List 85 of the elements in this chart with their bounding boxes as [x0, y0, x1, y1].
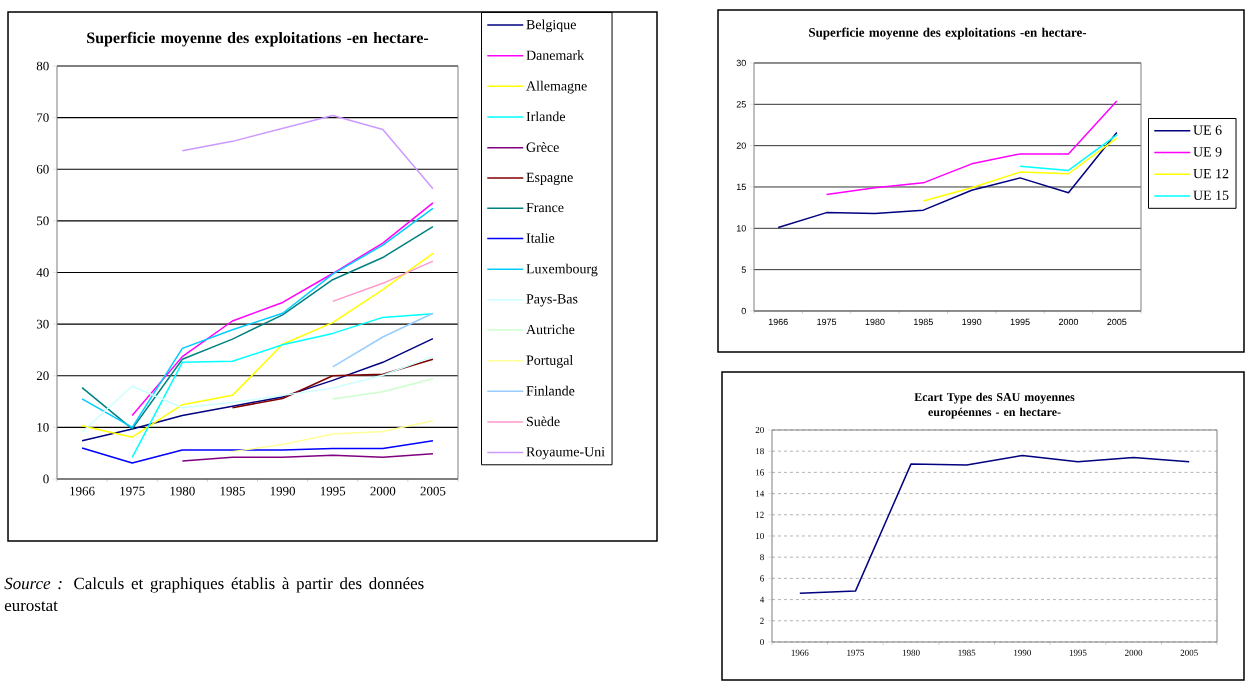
line-series [231, 358, 434, 409]
line-series [777, 131, 1118, 229]
line-series [181, 452, 434, 462]
y-tick-label: 30 [736, 59, 746, 67]
x-tick-label: 1995 [1069, 649, 1087, 656]
y-tick-label: 30 [36, 319, 49, 329]
x-tick-label: 1975 [847, 649, 865, 656]
legend-label: Irlande [526, 111, 566, 122]
x-tick-label: 1985 [914, 318, 933, 326]
y-tick-label: 80 [36, 61, 49, 71]
line-series [131, 313, 434, 459]
y-tick-label: 50 [37, 216, 49, 226]
legend-label: Royaume-Uni [526, 447, 605, 460]
y-tick-label: 10 [37, 422, 49, 432]
y-tick-label: 20 [736, 142, 746, 149]
legend-label: Allemagne [526, 80, 587, 94]
x-tick-label: 1985 [958, 649, 976, 656]
line-series [81, 252, 434, 438]
line-series [131, 202, 434, 417]
x-tick-label: 1966 [70, 486, 95, 496]
x-tick-label: 1966 [791, 649, 809, 656]
line-series [799, 454, 1190, 594]
y-tick-label: 0 [760, 638, 764, 646]
x-tick-label: 1985 [220, 486, 245, 496]
line-series [231, 419, 434, 453]
x-tick-label: 1980 [170, 486, 195, 496]
x-tick-label: 2000 [1058, 318, 1079, 326]
chart-title: Superficie moyenne des exploitations -en hectare- [809, 27, 1087, 40]
line-series [825, 100, 1118, 196]
y-tick-label: 10 [736, 225, 746, 232]
line-series [81, 337, 434, 442]
x-tick-label: 2005 [1107, 318, 1127, 326]
legend-label: France [526, 202, 564, 213]
y-tick-label: 16 [756, 469, 764, 476]
legend-label: Pays-Bas [526, 294, 578, 307]
legend-label: Grèce [526, 142, 559, 152]
text: Source : Calculs et graphiques établis à partir des données eurostat [4, 577, 424, 612]
x-tick-label: 2005 [420, 486, 446, 496]
x-tick-label: 2000 [1125, 649, 1143, 656]
legend-label: UE 15 [1193, 190, 1229, 200]
x-tick-label: 1975 [817, 318, 837, 326]
x-tick-label: 1980 [865, 318, 885, 326]
x-tick-label: 1995 [320, 486, 346, 496]
chart-title: Ecart Type des SAU moyennes européennes - en hectare- [914, 392, 1075, 419]
y-tick-label: 20 [36, 371, 49, 381]
x-tick-label: 1990 [1014, 649, 1031, 656]
y-tick-label: 2 [760, 617, 764, 624]
legend-label: Suède [526, 416, 560, 427]
legend-label: Italie [526, 232, 555, 243]
legend-label: UE 9 [1193, 147, 1222, 157]
y-tick-label: 12 [756, 511, 764, 518]
x-tick-label: 1995 [1010, 318, 1030, 326]
y-tick-label: 5 [741, 266, 746, 273]
y-tick-label: 20 [755, 426, 764, 434]
x-tick-label: 1966 [768, 318, 788, 326]
y-tick-label: 8 [760, 554, 764, 561]
y-tick-label: 0 [741, 307, 746, 315]
x-tick-label: 1980 [902, 649, 920, 656]
x-tick-label: 1990 [962, 318, 982, 326]
y-tick-label: 60 [36, 164, 49, 174]
y-tick-label: 4 [759, 596, 765, 603]
legend-label: Espagne [526, 172, 573, 185]
legend-label: UE 12 [1193, 168, 1229, 179]
legend-label: Belgique [526, 19, 576, 33]
legend-label: Luxembourg [526, 263, 598, 277]
y-tick-label: 40 [36, 268, 49, 277]
x-tick-label: 1975 [120, 486, 145, 496]
legend-label: Finlande [526, 385, 575, 396]
x-tick-label: 2000 [370, 486, 396, 496]
y-tick-label: 6 [760, 575, 764, 582]
legend-label: Portugal [526, 355, 574, 368]
legend-label: Danemark [526, 50, 585, 60]
legend-label: Autriche [526, 324, 575, 335]
y-tick-label: 15 [736, 183, 746, 191]
y-tick-label: 18 [756, 448, 764, 455]
line-series [922, 137, 1118, 202]
y-tick-label: 10 [756, 532, 764, 540]
y-tick-label: 25 [736, 101, 746, 108]
x-tick-label: 2005 [1180, 649, 1198, 656]
y-tick-label: 70 [37, 113, 49, 122]
x-tick-label: 1990 [270, 486, 296, 496]
y-tick-label: 14 [756, 490, 765, 497]
legend-label: UE 6 [1193, 125, 1222, 135]
chart-title: Superficie moyenne des exploitations -en hectare- [87, 31, 429, 47]
y-tick-label: 0 [43, 474, 49, 484]
